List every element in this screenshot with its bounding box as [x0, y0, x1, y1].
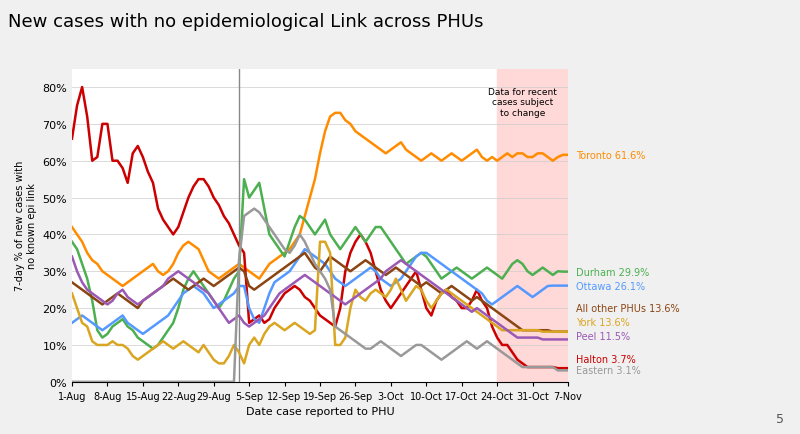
- X-axis label: Date case reported to PHU: Date case reported to PHU: [246, 407, 394, 417]
- Text: Durham 29.9%: Durham 29.9%: [575, 267, 649, 277]
- Text: Toronto 61.6%: Toronto 61.6%: [575, 151, 645, 161]
- Bar: [497, 69, 573, 382]
- Text: Ottawa 26.1%: Ottawa 26.1%: [575, 281, 645, 291]
- Text: Peel 11.5%: Peel 11.5%: [575, 331, 630, 341]
- Text: York 13.6%: York 13.6%: [575, 317, 630, 327]
- Text: Data for recent
cases subject
to change: Data for recent cases subject to change: [488, 88, 557, 118]
- Text: New cases with no epidemiological Link across PHUs: New cases with no epidemiological Link a…: [8, 13, 483, 31]
- Text: Halton 3.7%: Halton 3.7%: [575, 354, 635, 364]
- Y-axis label: 7-day % of new cases with
no known epi link: 7-day % of new cases with no known epi l…: [15, 161, 37, 291]
- Text: All other PHUs 13.6%: All other PHUs 13.6%: [575, 303, 679, 313]
- Text: Eastern 3.1%: Eastern 3.1%: [575, 365, 640, 375]
- Text: 5: 5: [776, 412, 784, 425]
